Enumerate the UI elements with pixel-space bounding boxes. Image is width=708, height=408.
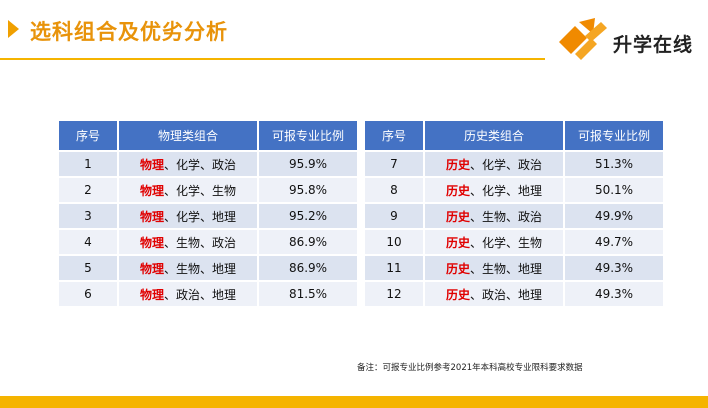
row-index: 6 xyxy=(59,282,117,306)
row-index: 10 xyxy=(365,230,423,254)
row-index: 5 xyxy=(59,256,117,280)
table-header-row: 序号 历史类组合 可报专业比例 xyxy=(365,121,663,150)
row-ratio: 95.9% xyxy=(259,152,357,176)
table-row: 8 历史、化学、地理 50.1% xyxy=(365,178,663,202)
row-combination: 物理、生物、地理 xyxy=(119,256,257,280)
table-row: 12 历史、政治、地理 49.3% xyxy=(365,282,663,306)
other-subjects: 、化学、生物 xyxy=(470,235,543,250)
table-row: 7 历史、化学、政治 51.3% xyxy=(365,152,663,176)
header-index: 序号 xyxy=(365,121,423,150)
lead-subject: 历史 xyxy=(445,157,470,172)
other-subjects: 、化学、地理 xyxy=(164,209,237,224)
logo-mark-icon xyxy=(559,18,607,60)
row-combination: 历史、生物、政治 xyxy=(425,204,563,228)
table-row: 11 历史、生物、地理 49.3% xyxy=(365,256,663,280)
other-subjects: 、化学、政治 xyxy=(164,157,237,172)
footnote: 备注：可报专业比例参考2021年本科高校专业限科要求数据 xyxy=(357,363,583,373)
row-ratio: 95.2% xyxy=(259,204,357,228)
lead-subject: 物理 xyxy=(139,261,164,276)
other-subjects: 、化学、地理 xyxy=(470,183,543,198)
other-subjects: 、生物、政治 xyxy=(470,209,543,224)
row-ratio: 86.9% xyxy=(259,230,357,254)
header-ratio: 可报专业比例 xyxy=(259,121,357,150)
table-row: 10 历史、化学、生物 49.7% xyxy=(365,230,663,254)
title-underline xyxy=(0,58,545,60)
lead-subject: 物理 xyxy=(139,157,164,172)
other-subjects: 、生物、地理 xyxy=(470,261,543,276)
row-combination: 物理、政治、地理 xyxy=(119,282,257,306)
brand-logo: 升学在线 xyxy=(557,14,705,60)
row-index: 12 xyxy=(365,282,423,306)
row-ratio: 49.3% xyxy=(565,256,663,280)
other-subjects: 、化学、政治 xyxy=(470,157,543,172)
lead-subject: 物理 xyxy=(139,183,164,198)
history-combination-table: 序号 历史类组合 可报专业比例 7 历史、化学、政治 51.3% 8 历史、化学… xyxy=(363,119,665,308)
table-header-row: 序号 物理类组合 可报专业比例 xyxy=(59,121,357,150)
table-row: 3 物理、化学、地理 95.2% xyxy=(59,204,357,228)
other-subjects: 、政治、地理 xyxy=(164,287,237,302)
lead-subject: 物理 xyxy=(139,235,164,250)
brand-name: 升学在线 xyxy=(613,34,694,56)
lead-subject: 物理 xyxy=(139,287,164,302)
table-row: 2 物理、化学、生物 95.8% xyxy=(59,178,357,202)
lead-subject: 历史 xyxy=(445,209,470,224)
row-index: 9 xyxy=(365,204,423,228)
other-subjects: 、化学、生物 xyxy=(164,183,237,198)
row-combination: 历史、化学、生物 xyxy=(425,230,563,254)
other-subjects: 、生物、政治 xyxy=(164,235,237,250)
row-index: 1 xyxy=(59,152,117,176)
row-index: 7 xyxy=(365,152,423,176)
other-subjects: 、生物、地理 xyxy=(164,261,237,276)
row-index: 3 xyxy=(59,204,117,228)
row-combination: 历史、化学、地理 xyxy=(425,178,563,202)
row-ratio: 86.9% xyxy=(259,256,357,280)
table-row: 1 物理、化学、政治 95.9% xyxy=(59,152,357,176)
row-combination: 物理、化学、政治 xyxy=(119,152,257,176)
row-ratio: 49.3% xyxy=(565,282,663,306)
row-combination: 历史、生物、地理 xyxy=(425,256,563,280)
row-ratio: 49.9% xyxy=(565,204,663,228)
footer-bar xyxy=(0,396,708,408)
table-row: 5 物理、生物、地理 86.9% xyxy=(59,256,357,280)
row-combination: 历史、化学、政治 xyxy=(425,152,563,176)
row-ratio: 51.3% xyxy=(565,152,663,176)
header-ratio: 可报专业比例 xyxy=(565,121,663,150)
page-title: 选科组合及优劣分析 xyxy=(30,20,228,44)
row-index: 2 xyxy=(59,178,117,202)
row-ratio: 81.5% xyxy=(259,282,357,306)
lead-subject: 历史 xyxy=(445,287,470,302)
table-row: 6 物理、政治、地理 81.5% xyxy=(59,282,357,306)
other-subjects: 、政治、地理 xyxy=(470,287,543,302)
row-ratio: 50.1% xyxy=(565,178,663,202)
table-row: 9 历史、生物、政治 49.9% xyxy=(365,204,663,228)
title-chevron-icon xyxy=(8,20,19,38)
row-combination: 物理、化学、地理 xyxy=(119,204,257,228)
row-index: 4 xyxy=(59,230,117,254)
row-ratio: 49.7% xyxy=(565,230,663,254)
lead-subject: 物理 xyxy=(139,209,164,224)
row-ratio: 95.8% xyxy=(259,178,357,202)
lead-subject: 历史 xyxy=(445,261,470,276)
row-combination: 物理、化学、生物 xyxy=(119,178,257,202)
header-index: 序号 xyxy=(59,121,117,150)
header-combination: 物理类组合 xyxy=(119,121,257,150)
row-combination: 物理、生物、政治 xyxy=(119,230,257,254)
table-row: 4 物理、生物、政治 86.9% xyxy=(59,230,357,254)
header-combination: 历史类组合 xyxy=(425,121,563,150)
lead-subject: 历史 xyxy=(445,235,470,250)
row-index: 8 xyxy=(365,178,423,202)
row-index: 11 xyxy=(365,256,423,280)
physics-combination-table: 序号 物理类组合 可报专业比例 1 物理、化学、政治 95.9% 2 物理、化学… xyxy=(57,119,359,308)
row-combination: 历史、政治、地理 xyxy=(425,282,563,306)
lead-subject: 历史 xyxy=(445,183,470,198)
